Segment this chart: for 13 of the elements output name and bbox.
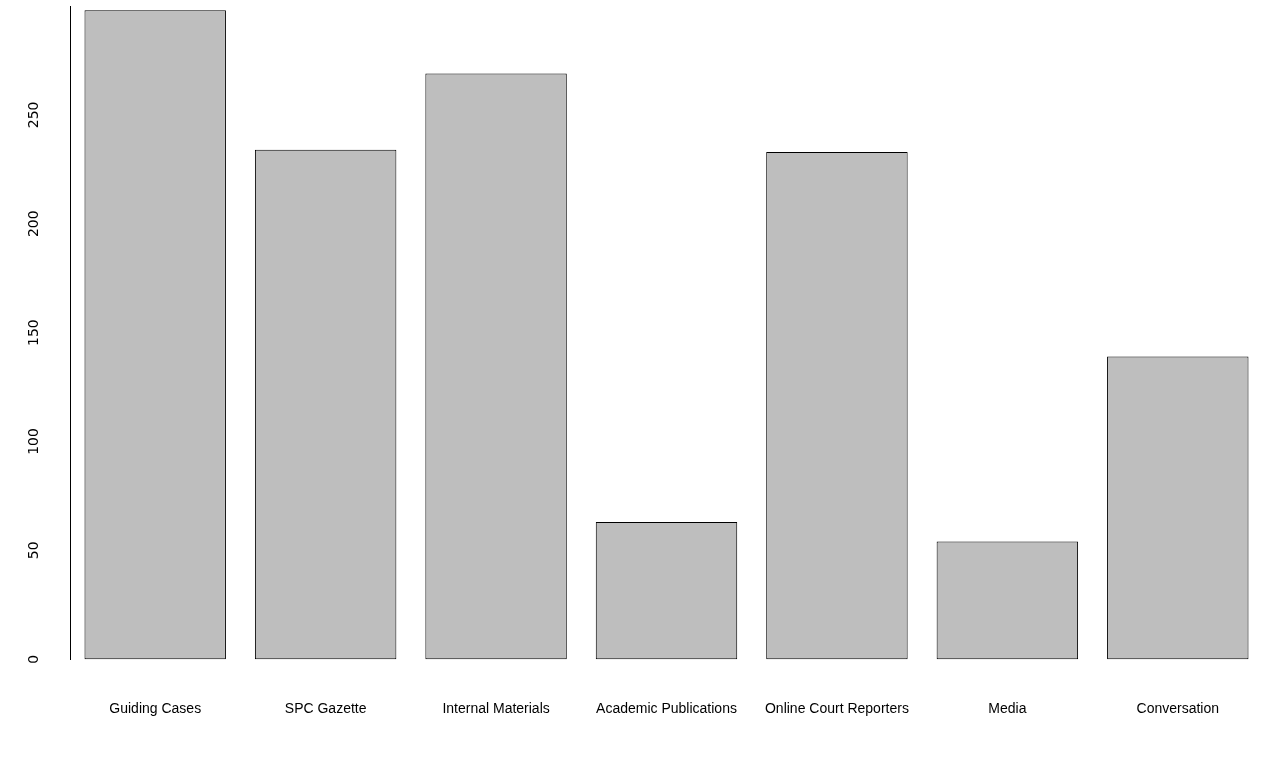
x-tick-label: Academic Publications [596, 700, 737, 717]
x-tick-label: Internal Materials [442, 700, 550, 717]
x-tick-label: Media [988, 700, 1027, 717]
y-tick-label: 0 [24, 654, 41, 664]
y-tick-label: 150 [24, 319, 41, 346]
y-tick-label: 100 [24, 428, 41, 455]
y-tick-label: 200 [24, 210, 41, 238]
x-tick-label: Conversation [1136, 700, 1220, 717]
x-tick-label: SPC Gazette [284, 700, 367, 717]
x-tick-label: Guiding Cases [109, 700, 202, 717]
x-tick-label: Online Court Reporters [764, 700, 909, 717]
y-tick-label: 50 [24, 541, 41, 560]
y-tick-label: 250 [24, 101, 41, 129]
